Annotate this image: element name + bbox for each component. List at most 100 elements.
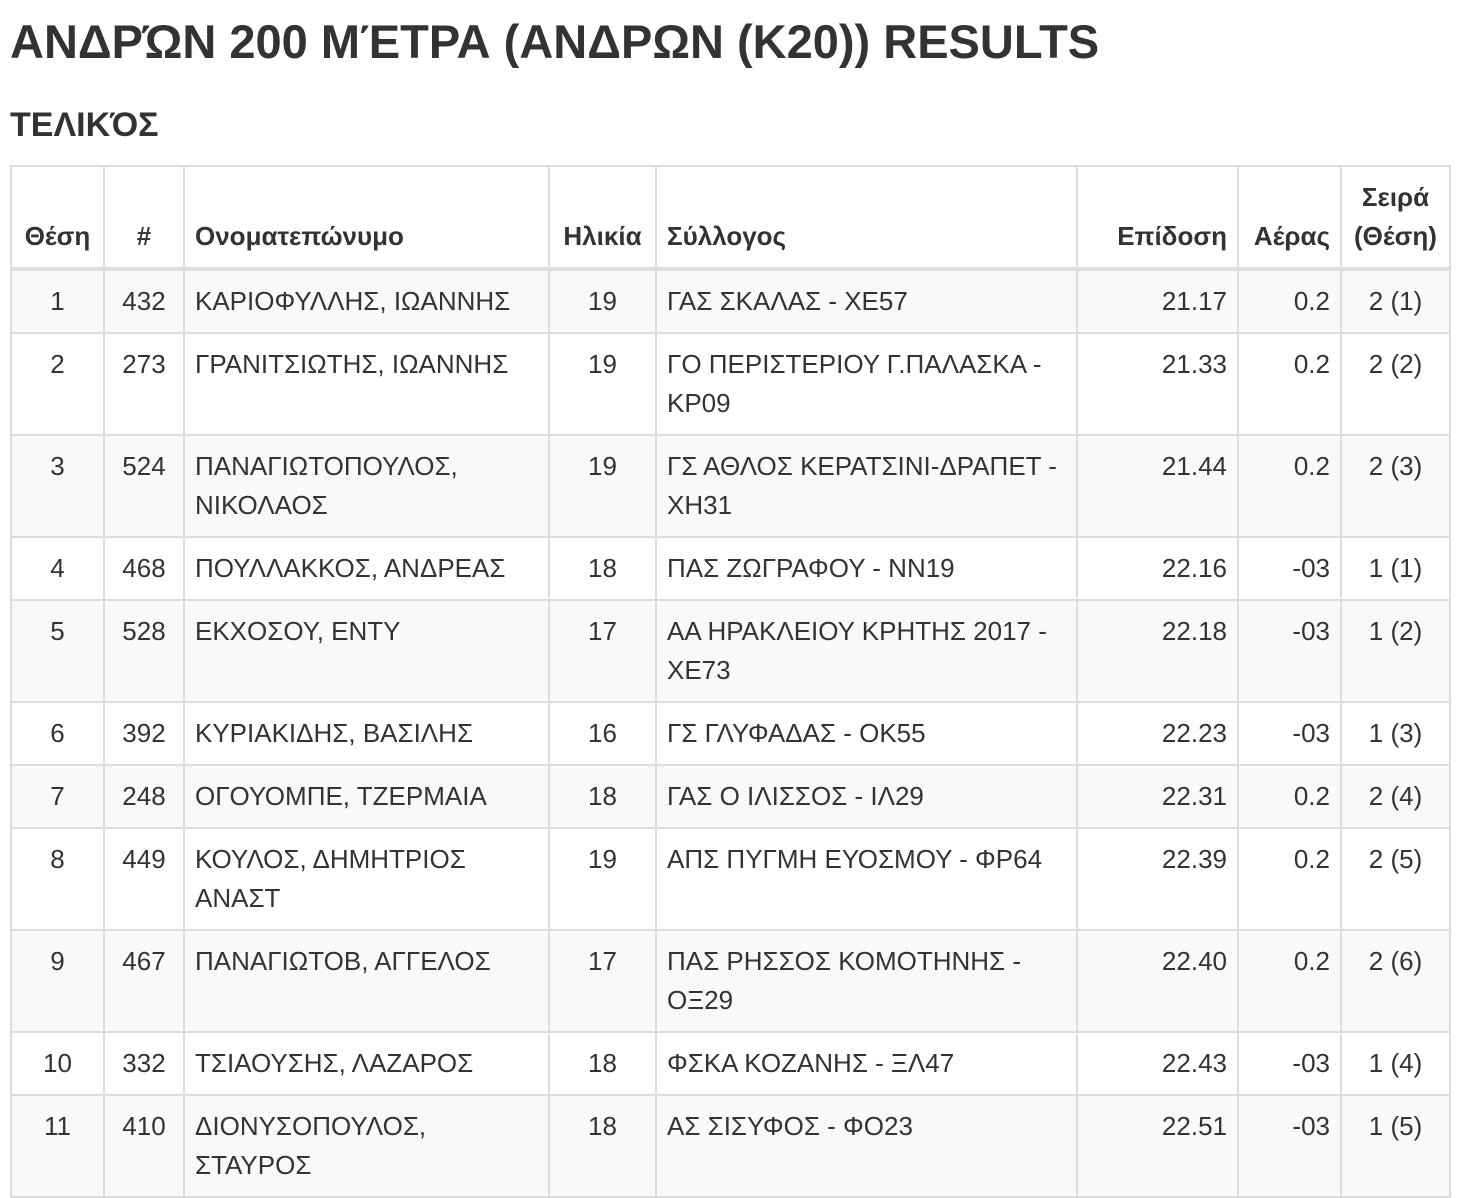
column-header: Αέρας — [1237, 165, 1342, 271]
cell: 0.2 — [1237, 332, 1342, 436]
cell: ΠΑΝΑΓΙΩΤΟΒ, ΑΓΓΕΛΟΣ — [183, 929, 550, 1033]
cell: ΓΡΑΝΙΤΣΙΩΤΗΣ, ΙΩΑΝΝΗΣ — [183, 332, 550, 436]
cell: 2 — [10, 332, 105, 436]
cell: 22.23 — [1076, 701, 1239, 766]
cell: 18 — [548, 536, 657, 601]
result-row: 1 432 ΚΑΡΙΟΦΥΛΛΗΣ, ΙΩΑΝΝΗΣ 19 ΓΑΣ ΣΚΑΛΑΣ - Χ… — [10, 268, 1451, 334]
column-header: Επίδοση — [1076, 165, 1239, 271]
cell: 10 — [10, 1031, 105, 1096]
cell: ΔΙΟΝΥΣΟΠΟΥΛΟΣ, ΣΤΑΥΡΟΣ — [183, 1094, 550, 1198]
cell: 11 — [10, 1094, 105, 1198]
column-header: Θέση — [10, 165, 105, 271]
cell: 2 (6) — [1340, 929, 1451, 1033]
result-row: 7 248 ΟΓΟΥΟΜΠΕ, ΤΖΕΡΜΑΙΑ 18 ΓΑΣ Ο ΙΛΙΣΣΟΣ - … — [10, 764, 1451, 829]
result-row: 5 528 ΕΚΧΟΣΟΥ, ΕΝΤΥ 17 ΑΑ ΗΡΑΚΛΕΙΟΥ ΚΡΗΤΗΣ 2… — [10, 599, 1451, 703]
cell: ΦΣΚΑ ΚΟΖΑΝΗΣ - ΞΛ47 — [655, 1031, 1078, 1096]
column-header: Σειρά (Θέση) — [1340, 165, 1451, 271]
cell: 1 — [10, 268, 105, 334]
column-header: Σύλλογος — [655, 165, 1078, 271]
cell: 2 (2) — [1340, 332, 1451, 436]
cell: 3 — [10, 434, 105, 538]
cell: -03 — [1237, 599, 1342, 703]
cell: 17 — [548, 599, 657, 703]
section-title: ΤΕΛΙΚΌΣ — [10, 106, 159, 144]
cell: 0.2 — [1237, 929, 1342, 1033]
cell: 22.51 — [1076, 1094, 1239, 1198]
cell: 0.2 — [1237, 764, 1342, 829]
header-row: Θέση # Ονοματεπώνυμο Ηλικία Σύλλογος Επίδοση Α… — [10, 165, 1451, 271]
cell: 467 — [103, 929, 185, 1033]
cell: -03 — [1237, 701, 1342, 766]
cell: 8 — [10, 827, 105, 931]
cell: -03 — [1237, 536, 1342, 601]
cell: 21.17 — [1076, 268, 1239, 334]
result-row: 10 332 ΤΣΙΑΟΥΣΗΣ, ΛΑΖΑΡΟΣ 18 ΦΣΚΑ ΚΟΖΑΝΗΣ - … — [10, 1031, 1451, 1096]
cell: ΓΟ ΠΕΡΙΣΤΕΡΙΟΥ Γ.ΠΑΛΑΣΚΑ - ΚΡ09 — [655, 332, 1078, 436]
cell: 17 — [548, 929, 657, 1033]
cell: ΕΚΧΟΣΟΥ, ΕΝΤΥ — [183, 599, 550, 703]
cell: 18 — [548, 1031, 657, 1096]
cell: 1 (1) — [1340, 536, 1451, 601]
cell: 1 (5) — [1340, 1094, 1451, 1198]
cell: 273 — [103, 332, 185, 436]
cell: 16 — [548, 701, 657, 766]
cell: ΚΟΥΛΟΣ, ΔΗΜΗΤΡΙΟΣ ΑΝΑΣΤ — [183, 827, 550, 931]
result-row: 4 468 ΠΟΥΛΛΑΚΚΟΣ, ΑΝΔΡΕΑΣ 18 ΠΑΣ ΖΩΓΡΑΦΟΥ - … — [10, 536, 1451, 601]
result-row: 2 273 ΓΡΑΝΙΤΣΙΩΤΗΣ, ΙΩΑΝΝΗΣ 19 ΓΟ ΠΕΡΙΣΤΕΡΙΟ… — [10, 332, 1451, 436]
cell: 1 (4) — [1340, 1031, 1451, 1096]
cell: 22.43 — [1076, 1031, 1239, 1096]
cell: 332 — [103, 1031, 185, 1096]
cell: ΟΓΟΥΟΜΠΕ, ΤΖΕΡΜΑΙΑ — [183, 764, 550, 829]
cell: -03 — [1237, 1031, 1342, 1096]
cell: 21.33 — [1076, 332, 1239, 436]
cell: 410 — [103, 1094, 185, 1198]
table-body: 1 432 ΚΑΡΙΟΦΥΛΛΗΣ, ΙΩΑΝΝΗΣ 19 ΓΑΣ ΣΚΑΛΑΣ - Χ… — [10, 268, 1451, 1198]
cell: ΑΑ ΗΡΑΚΛΕΙΟΥ ΚΡΗΤΗΣ 2017 - ΧΕ73 — [655, 599, 1078, 703]
cell: ΠΑΝΑΓΙΩΤΟΠΟΥΛΟΣ, ΝΙΚΟΛΑΟΣ — [183, 434, 550, 538]
cell: 6 — [10, 701, 105, 766]
cell: ΑΠΣ ΠΥΓΜΗ ΕΥΟΣΜΟΥ - ΦΡ64 — [655, 827, 1078, 931]
cell: ΤΣΙΑΟΥΣΗΣ, ΛΑΖΑΡΟΣ — [183, 1031, 550, 1096]
cell: ΠΑΣ ΖΩΓΡΑΦΟΥ - ΝΝ19 — [655, 536, 1078, 601]
cell: 468 — [103, 536, 185, 601]
result-row: 3 524 ΠΑΝΑΓΙΩΤΟΠΟΥΛΟΣ, ΝΙΚΟΛΑΟΣ 19 ΓΣ ΑΘΛΟΣ … — [10, 434, 1451, 538]
page-title: ΑΝΔΡΏΝ 200 ΜΈΤΡΑ (ΑΝΔΡΩΝ (Κ20)) RESULTS — [10, 15, 1100, 68]
cell: 18 — [548, 764, 657, 829]
cell: 2 (1) — [1340, 268, 1451, 334]
cell: 449 — [103, 827, 185, 931]
cell: ΓΑΣ Ο ΙΛΙΣΣΟΣ - ΙΛ29 — [655, 764, 1078, 829]
cell: 0.2 — [1237, 434, 1342, 538]
column-header: Ηλικία — [548, 165, 657, 271]
cell: 2 (5) — [1340, 827, 1451, 931]
cell: ΚΥΡΙΑΚΙΔΗΣ, ΒΑΣΙΛΗΣ — [183, 701, 550, 766]
cell: ΓΑΣ ΣΚΑΛΑΣ - ΧΕ57 — [655, 268, 1078, 334]
cell: 22.16 — [1076, 536, 1239, 601]
cell: 22.39 — [1076, 827, 1239, 931]
result-row: 11 410 ΔΙΟΝΥΣΟΠΟΥΛΟΣ, ΣΤΑΥΡΟΣ 18 ΑΣ ΣΙΣΥΦΟΣ … — [10, 1094, 1451, 1198]
cell: 392 — [103, 701, 185, 766]
results-table: Θέση # Ονοματεπώνυμο Ηλικία Σύλλογος Επίδοση Α… — [10, 165, 1451, 1198]
cell: 4 — [10, 536, 105, 601]
column-header: Ονοματεπώνυμο — [183, 165, 550, 271]
cell: 1 (2) — [1340, 599, 1451, 703]
cell: 19 — [548, 268, 657, 334]
cell: 1 (3) — [1340, 701, 1451, 766]
cell: ΑΣ ΣΙΣΥΦΟΣ - ΦΟ23 — [655, 1094, 1078, 1198]
cell: 5 — [10, 599, 105, 703]
cell: 19 — [548, 827, 657, 931]
cell: 18 — [548, 1094, 657, 1198]
cell: 528 — [103, 599, 185, 703]
cell: ΓΣ ΑΘΛΟΣ ΚΕΡΑΤΣΙΝΙ-ΔΡΑΠΕΤ - ΧΗ31 — [655, 434, 1078, 538]
cell: ΠΟΥΛΛΑΚΚΟΣ, ΑΝΔΡΕΑΣ — [183, 536, 550, 601]
cell: ΓΣ ΓΛΥΦΑΔΑΣ - ΟΚ55 — [655, 701, 1078, 766]
cell: 19 — [548, 434, 657, 538]
cell: 9 — [10, 929, 105, 1033]
cell: 19 — [548, 332, 657, 436]
cell: 2 (4) — [1340, 764, 1451, 829]
cell: 2 (3) — [1340, 434, 1451, 538]
cell: 7 — [10, 764, 105, 829]
cell: 22.40 — [1076, 929, 1239, 1033]
cell: 0.2 — [1237, 268, 1342, 334]
cell: 524 — [103, 434, 185, 538]
cell: 432 — [103, 268, 185, 334]
